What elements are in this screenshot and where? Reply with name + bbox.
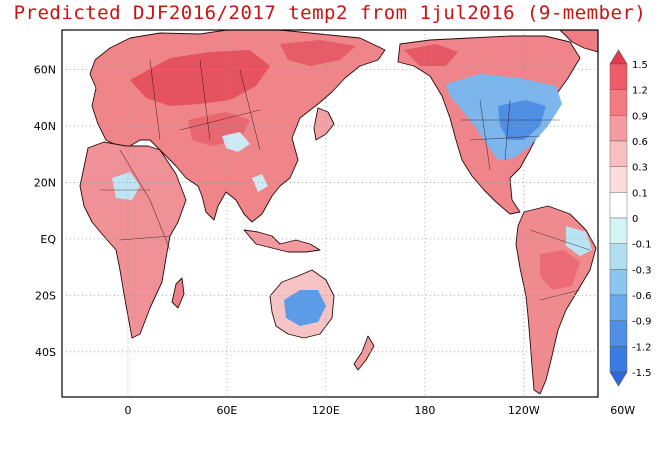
landmass-madagascar (171, 277, 185, 309)
colorbar-level-label: 1.2 (632, 86, 648, 97)
colorbar-level-label: -0.1 (632, 240, 652, 251)
lon-tick-label: 60W (610, 404, 635, 417)
country-borders (100, 59, 591, 301)
colorbar-level-label: -1.2 (632, 342, 652, 353)
colorbar-segment (609, 89, 628, 116)
lon-tick-label: 60E (216, 404, 237, 417)
lat-tick-label: 40N (34, 120, 56, 133)
landmass-africa (79, 141, 187, 339)
lon-tick-label: 180 (414, 404, 435, 417)
colorbar-segment (609, 320, 628, 347)
warm-core-alaska (404, 44, 458, 66)
colorbar-level-label: 0 (632, 214, 638, 225)
colorbar-segment (609, 269, 628, 296)
colorbar-level-label: 0.3 (632, 163, 648, 174)
colorbar-segment (609, 346, 628, 373)
cool-sahel (112, 172, 140, 200)
colorbar-level-label: -1.5 (632, 368, 652, 379)
colorbar-segment (609, 217, 628, 244)
lon-tick-label: 0 (124, 404, 131, 417)
lat-tick-label: 40S (35, 346, 56, 359)
map-title: Predicted DJF2016/2017 temp2 from 1jul20… (13, 2, 647, 24)
lat-tick-label: EQ (40, 233, 56, 246)
colorbar-segment (609, 294, 628, 321)
colorbar-level-label: 0.1 (632, 188, 648, 199)
colorbar-level-label: -0.6 (632, 291, 652, 302)
landmass-japan (313, 107, 335, 141)
lat-tick-label: 20S (35, 289, 56, 302)
warm-core-siberia (280, 40, 356, 66)
colorbar-level-label: 0.6 (632, 137, 648, 148)
colorbar-min-arrow (609, 371, 628, 387)
warm-core-amazon (540, 250, 580, 290)
lon-tick-label: 120W (508, 404, 540, 417)
colorbar-segment (609, 166, 628, 193)
colorbar-level-label: 0.9 (632, 111, 648, 122)
cool-anomalies (112, 74, 592, 326)
colorbar-segment (609, 115, 628, 142)
dotted-grid (62, 30, 598, 397)
map-frame (61, 29, 599, 398)
colorbar: 1.5 1.2 0.9 0.6 0.3 0.1 0 -0.1 -0.3 -0.6 -0.9 -1.2 -… (609, 49, 652, 387)
colorbar-segment (609, 192, 628, 219)
colorbar-segment (609, 140, 628, 167)
lat-tick-label: 20N (34, 176, 56, 189)
colorbar-max-arrow (609, 49, 628, 65)
colorbar-level-label: -0.9 (632, 317, 652, 328)
lat-tick-label: 60N (34, 64, 56, 77)
landmass-indonesia (243, 229, 321, 253)
landmass-new-zealand (353, 335, 375, 371)
cool-australia (284, 290, 326, 326)
colorbar-level-label: 1.5 (632, 60, 648, 71)
warm-core-russia (130, 50, 270, 106)
map-content (79, 30, 598, 395)
cool-tibet (222, 132, 250, 152)
colorbar-segment (609, 63, 628, 90)
landmass-greenland (559, 30, 598, 53)
colorbar-segment (609, 243, 628, 270)
axis-tick-labels: 0 60E 120E 180 120W 60W 60N 40N 20N EQ 20S 40S (34, 64, 636, 417)
cool-india-east (252, 174, 268, 192)
lon-tick-label: 120E (312, 404, 340, 417)
colorbar-level-label: -0.3 (632, 265, 652, 276)
